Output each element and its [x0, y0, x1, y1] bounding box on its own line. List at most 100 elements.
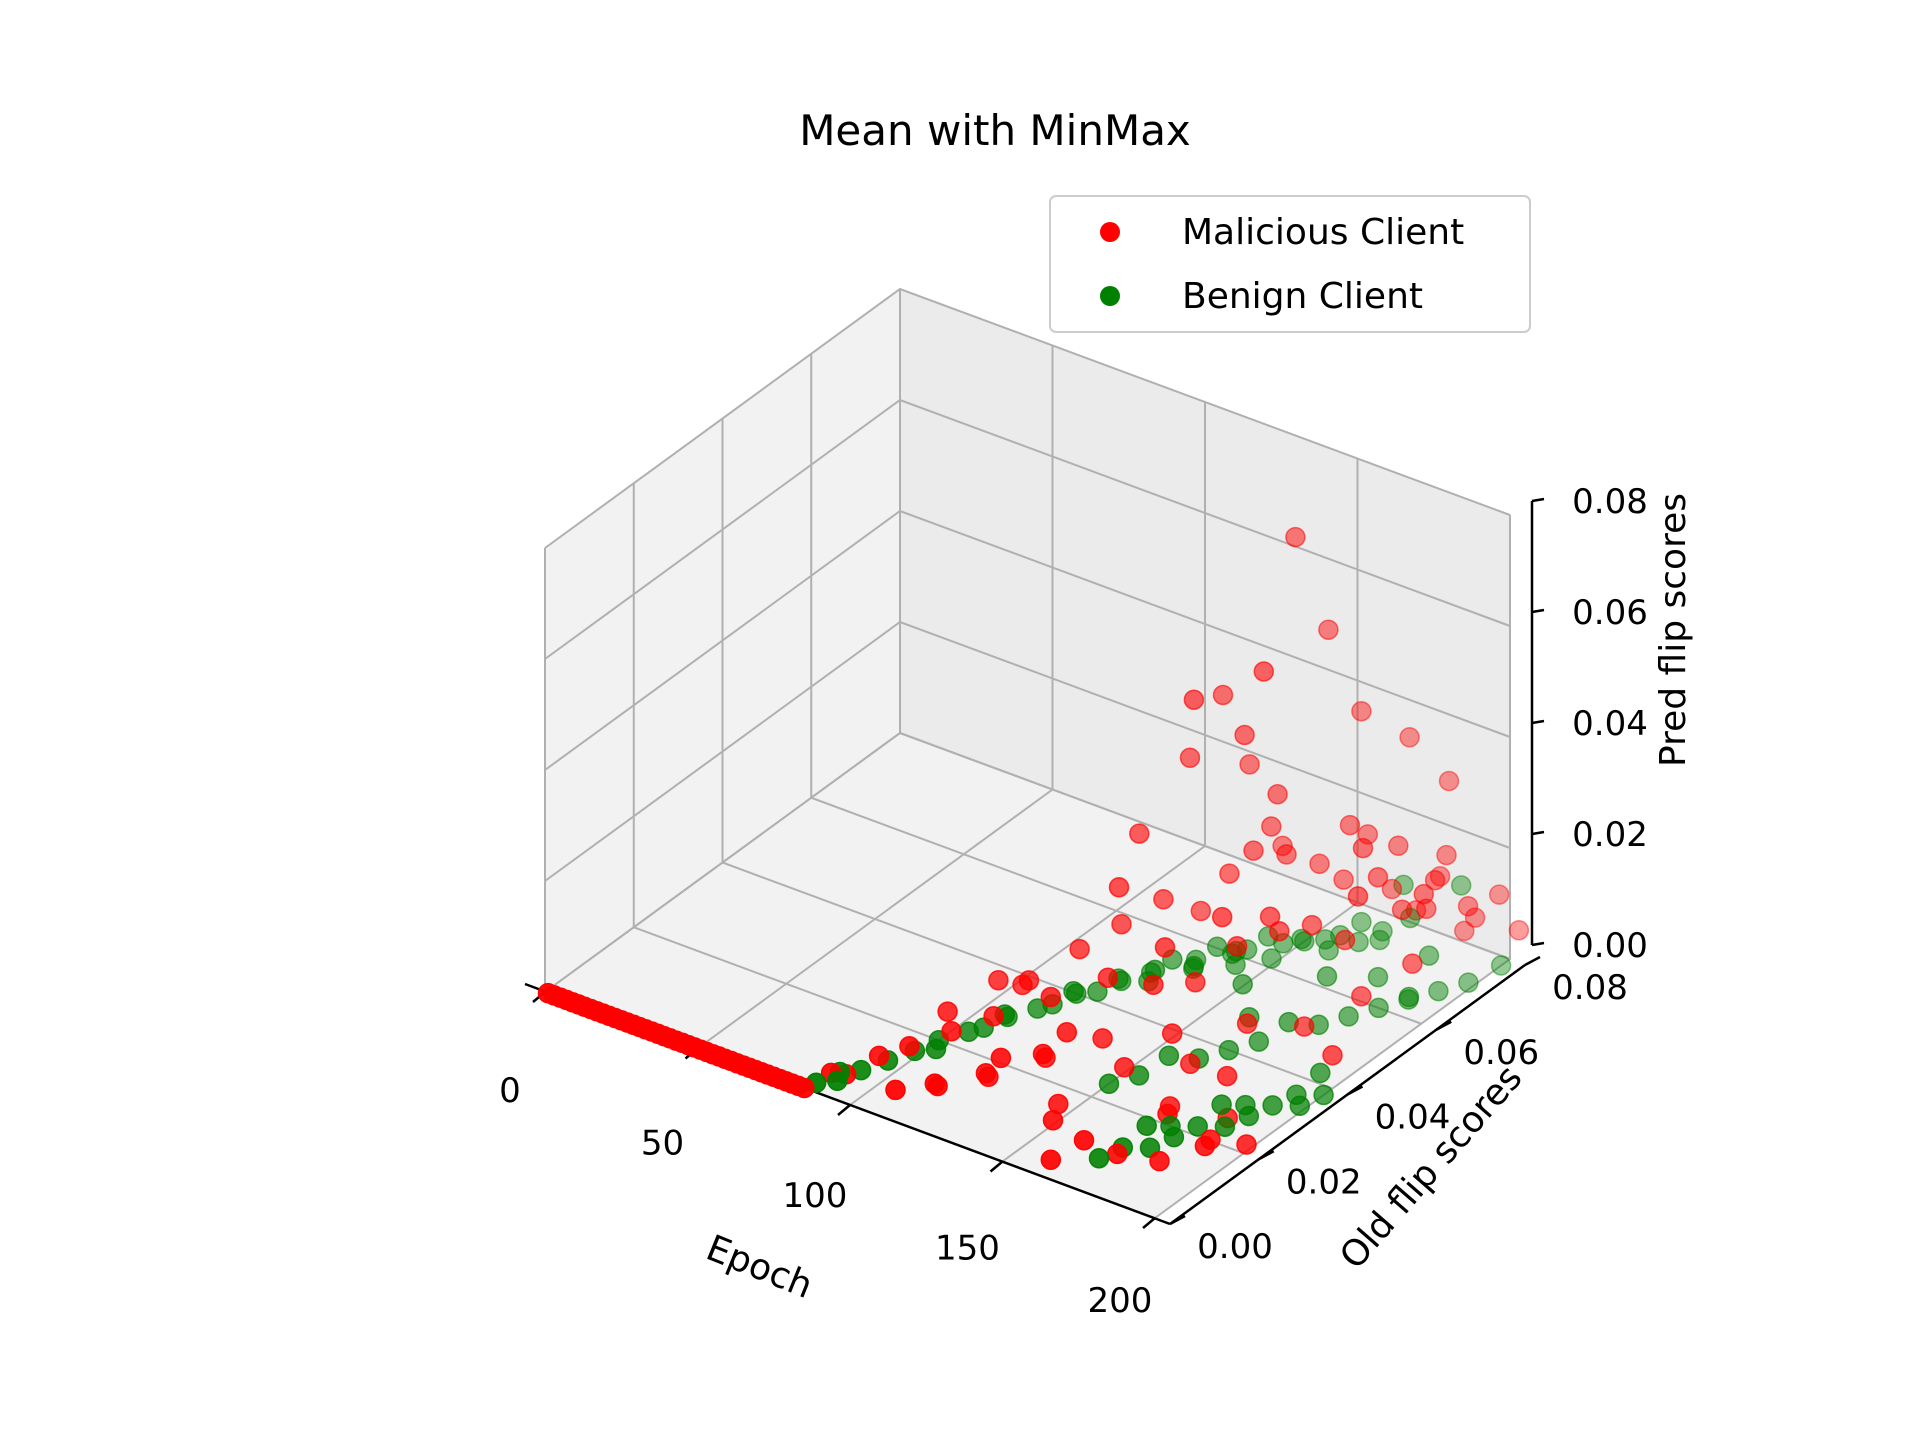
legend-box	[1049, 195, 1531, 333]
malicious-point-64	[1464, 907, 1486, 928]
benign-point-77	[1232, 973, 1253, 995]
benign-point-58	[1158, 1045, 1180, 1067]
benign-point-56	[1098, 1073, 1120, 1095]
y-tick-3	[1435, 1020, 1452, 1031]
benign-point-67	[1428, 980, 1449, 1002]
benign-point-65	[1368, 997, 1389, 1019]
malicious-point-88	[1351, 700, 1372, 722]
malicious-point-82	[1457, 895, 1479, 917]
malicious-point-126	[1042, 1110, 1064, 1131]
malicious-point-136	[924, 1073, 946, 1094]
malicious-point-113	[941, 1020, 962, 1042]
malicious-point-58	[1333, 869, 1354, 890]
malicious-point-80	[1391, 899, 1413, 920]
y-tick-4	[1524, 955, 1541, 967]
malicious-point-103	[1413, 883, 1435, 905]
benign-point-49	[1214, 1116, 1236, 1137]
malicious-point-105	[1347, 886, 1369, 907]
benign-point-35	[1318, 940, 1339, 961]
x-tick-label-1: 50	[641, 1124, 684, 1164]
y-tick-label-4: 0.08	[1552, 968, 1628, 1008]
z-tick-label-4: 0.08	[1572, 482, 1648, 522]
malicious-point-56	[1276, 844, 1297, 865]
malicious-point-114	[899, 1035, 920, 1057]
z-tick-label-0: 0.00	[1572, 926, 1648, 966]
x-tick-2	[837, 1104, 851, 1116]
malicious-point-87	[1318, 619, 1339, 640]
malicious-point-47	[988, 969, 1009, 991]
malicious-point-109	[1154, 937, 1176, 958]
malicious-point-72	[1092, 1028, 1113, 1049]
malicious-point-55	[1243, 840, 1264, 861]
z-tick-label-2: 0.04	[1572, 704, 1648, 744]
malicious-point-95	[1285, 526, 1306, 548]
z-tick-3	[1531, 608, 1545, 614]
malicious-point-100	[1108, 877, 1130, 898]
benign-point-47	[1211, 1094, 1232, 1115]
malicious-point-92	[1438, 770, 1460, 792]
benign-point-50	[1238, 1105, 1260, 1127]
z-axis-label: Pred flip scores	[1653, 493, 1694, 767]
malicious-point-71	[1032, 1043, 1054, 1065]
z-tick-1	[1531, 830, 1545, 836]
gridline-z-1	[544, 620, 1511, 882]
malicious-point-124	[1073, 1129, 1095, 1151]
malicious-point-135	[990, 1047, 1012, 1069]
malicious-point-132	[1351, 985, 1372, 1007]
benign-point-12	[1027, 998, 1048, 1019]
malicious-point-121	[1194, 1135, 1216, 1157]
benign-point-80	[1367, 966, 1389, 988]
benign-point-15	[1063, 980, 1084, 1002]
malicious-point-66	[1508, 920, 1530, 941]
benign-point-42	[1136, 1115, 1157, 1136]
malicious-point-49	[1018, 970, 1040, 991]
benign-point-68	[1458, 972, 1479, 993]
malicious-point-84	[1212, 684, 1234, 706]
y-tick-label-2: 0.04	[1375, 1098, 1451, 1138]
y-tick-2	[1346, 1085, 1364, 1096]
benign-point-54	[1289, 1095, 1311, 1116]
benign-point-81	[1398, 986, 1420, 1008]
malicious-point-45	[868, 1045, 890, 1067]
benign-point-8	[958, 1021, 979, 1043]
malicious-point-122	[1149, 1150, 1170, 1172]
benign-point-39	[1369, 929, 1390, 951]
malicious-point-74	[1185, 971, 1206, 993]
malicious-point-65	[1488, 884, 1510, 905]
z-tick-label-1: 0.02	[1572, 815, 1648, 855]
malicious-point-138	[1322, 1044, 1343, 1066]
malicious-point-134	[1056, 1021, 1078, 1043]
malicious-point-89	[1339, 814, 1361, 836]
malicious-point-125	[1040, 1149, 1062, 1171]
benign-point-79	[1316, 966, 1338, 987]
z-tick-2	[1531, 719, 1545, 725]
benign-point-45	[1163, 1126, 1185, 1148]
benign-point-2	[827, 1070, 848, 1092]
malicious-point-98	[1239, 754, 1260, 775]
benign-point-69	[1490, 955, 1512, 976]
benign-point-32	[1291, 928, 1312, 950]
benign-point-38	[1372, 921, 1393, 942]
y-tick-label-0: 0.00	[1197, 1227, 1273, 1267]
malicious-point-129	[1180, 1053, 1201, 1075]
malicious-point-106	[1352, 837, 1374, 859]
benign-point-30	[1261, 948, 1282, 969]
malicious-point-107	[1269, 920, 1290, 942]
malicious-point-137	[885, 1079, 906, 1101]
benign-point-46	[1187, 1116, 1208, 1137]
malicious-point-52	[1153, 889, 1174, 910]
x-tick-label-3: 150	[935, 1229, 1000, 1269]
malicious-point-93	[1261, 816, 1282, 837]
malicious-point-78	[1334, 929, 1356, 951]
gridline-z-3	[544, 398, 1511, 660]
x-axis-label: Epoch	[701, 1228, 819, 1307]
malicious-point-53	[1190, 900, 1212, 922]
legend-label-benign: Benign Client	[1182, 276, 1423, 317]
malicious-point-50	[1069, 938, 1090, 960]
gridline-z-4	[544, 287, 1511, 549]
malicious-point-63	[1454, 920, 1475, 942]
benign-point-73	[1418, 945, 1440, 966]
benign-point-60	[1218, 1039, 1240, 1061]
benign-point-51	[1262, 1095, 1283, 1116]
malicious-point-111	[1040, 986, 1062, 1008]
